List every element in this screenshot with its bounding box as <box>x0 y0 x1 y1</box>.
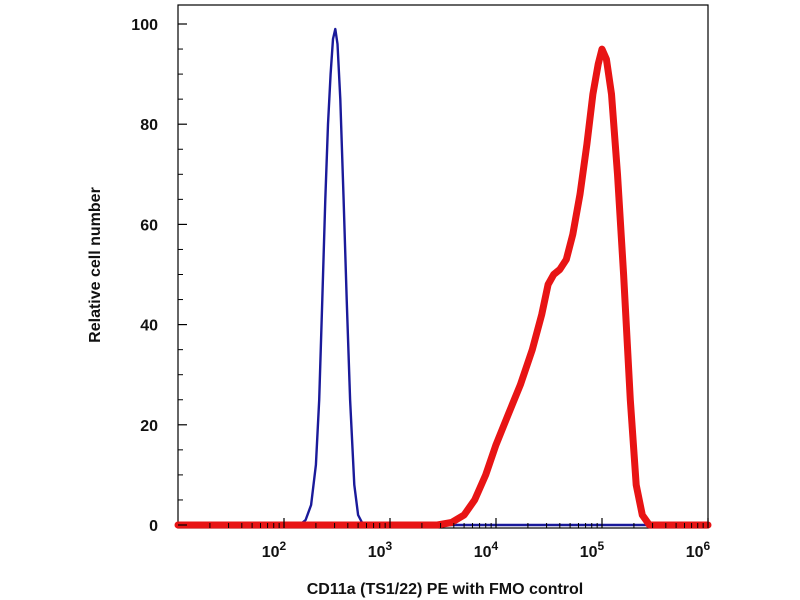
y-axis: 0 20 40 60 80 100 <box>131 17 187 535</box>
y-tick-label: 80 <box>140 117 158 134</box>
plot-border <box>177 4 709 529</box>
x-axis: 102 103 104 105 106 <box>209 518 711 561</box>
histogram-series-2 <box>174 45 712 529</box>
series-layer <box>174 27 712 529</box>
x-tick-label: 104 <box>474 539 499 561</box>
x-tick-label: 105 <box>580 539 605 561</box>
x-tick-exponent: 2 <box>280 539 287 553</box>
x-tick-exponent: 4 <box>492 539 499 553</box>
x-tick-base: 10 <box>262 544 280 561</box>
x-tick-base: 10 <box>474 544 492 561</box>
y-tick-label: 0 <box>149 518 158 535</box>
y-axis-title: Relative cell number <box>87 187 104 343</box>
x-tick-exponent: 6 <box>704 539 711 553</box>
x-tick-base: 10 <box>686 544 704 561</box>
x-tick-base: 10 <box>580 544 598 561</box>
y-tick-label: 20 <box>140 418 158 435</box>
x-tick-exponent: 5 <box>598 539 605 553</box>
plot-frame <box>177 4 709 529</box>
x-tick-base: 10 <box>368 544 386 561</box>
x-tick-label: 103 <box>368 539 393 561</box>
x-tick-label: 102 <box>262 539 287 561</box>
x-tick-exponent: 3 <box>386 539 393 553</box>
x-tick-label: 106 <box>686 539 711 561</box>
y-tick-label: 60 <box>140 217 158 234</box>
x-axis-title: CD11a (TS1/22) PE with FMO control <box>307 581 584 598</box>
histogram-series-1 <box>176 27 710 527</box>
y-tick-label: 40 <box>140 318 158 335</box>
y-tick-label: 100 <box>131 17 158 34</box>
